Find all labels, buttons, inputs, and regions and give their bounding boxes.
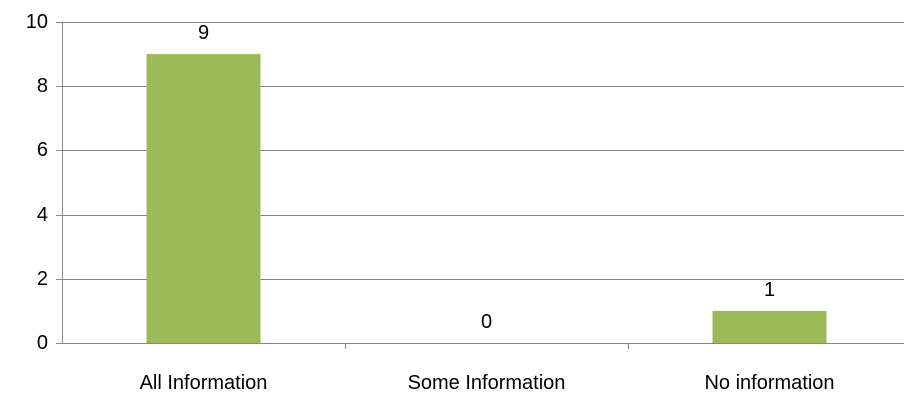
bars [146,54,827,343]
y-tick-label-0: 0 [37,332,48,354]
data-label-2: 1 [764,279,775,301]
y-axis-tick-labels: 0 2 4 6 8 10 [26,11,48,354]
bar-0 [146,54,261,343]
y-tick-label-8: 8 [37,75,48,97]
y-tick-label-2: 2 [37,268,48,290]
data-label-0: 9 [198,22,209,44]
axes [56,22,904,349]
x-tick-label-2: No information [704,372,834,394]
y-tick-label-4: 4 [37,204,48,226]
data-labels: 9 0 1 [198,22,775,333]
x-tick-label-0: All Information [140,372,268,394]
x-axis-tick-labels: All Information Some Information No inform… [140,372,835,394]
bar-2 [712,310,827,343]
data-label-1: 0 [481,311,492,333]
y-tick-label-6: 6 [37,139,48,161]
y-tick-label-10: 10 [26,11,48,33]
x-tick-label-1: Some Information [408,372,566,394]
